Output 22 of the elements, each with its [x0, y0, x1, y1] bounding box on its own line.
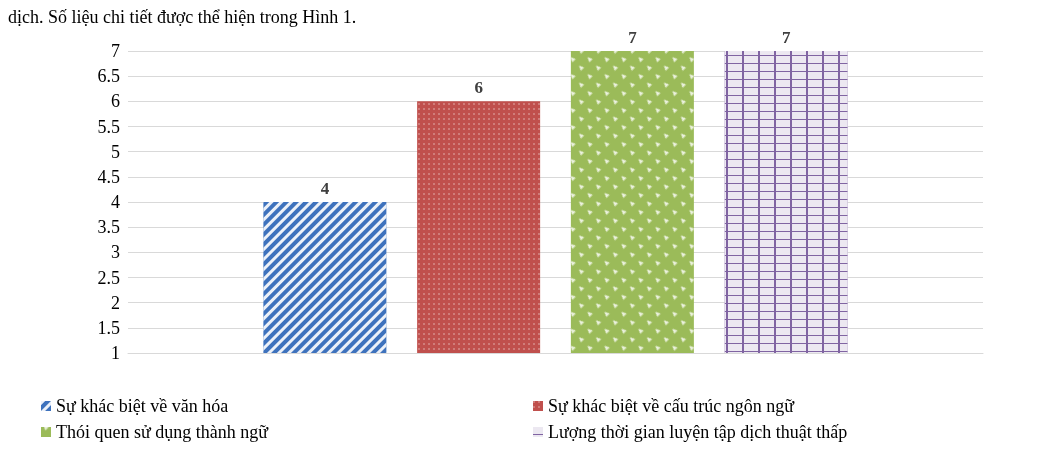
y-tick-label: 3.5: [97, 217, 120, 238]
text: dịch. Số liệu chi tiết được thể hiện trong Hình 1.: [8, 7, 357, 27]
y-tick-label: 3: [111, 242, 120, 263]
y-tick-label: 6.5: [97, 66, 120, 87]
data-label: 7: [628, 28, 638, 47]
y-tick-label: 7: [111, 41, 120, 61]
y-tick-label: 5: [111, 141, 120, 162]
legend-label: Lượng thời gian luyện tập dịch thuật thấp: [548, 422, 848, 442]
y-tick-label: 5.5: [97, 116, 120, 137]
data-label: 7: [781, 28, 791, 47]
y-tick-label: 2.5: [97, 267, 120, 288]
y-tick-label: 6: [111, 91, 120, 112]
y-tick-label: 2: [111, 292, 120, 313]
legend-label: Thói quen sử dụng thành ngữ: [56, 422, 270, 442]
legend-label: Sự khác biệt về cấu trúc ngôn ngữ: [548, 396, 796, 416]
y-tick-label: 4.5: [97, 166, 120, 187]
y-tick-label: 4: [111, 192, 120, 212]
data-label: 6: [474, 78, 483, 98]
y-tick-label: 1: [111, 343, 120, 363]
legend-label: Sự khác biệt về văn hóa: [56, 396, 229, 416]
y-tick-label: 1.5: [97, 317, 120, 338]
data-label: 4: [320, 179, 330, 198]
